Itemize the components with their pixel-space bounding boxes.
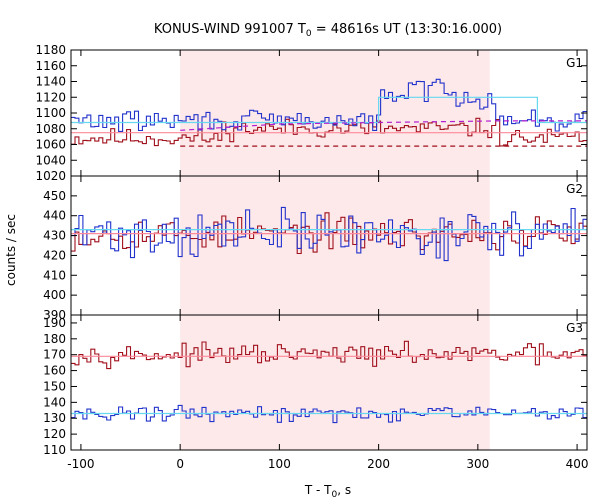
panel-G1-y-tick-label-1160: 1160 xyxy=(35,59,66,73)
panel-G2-y-tick-label-430: 430 xyxy=(43,229,66,243)
panel-G1-series-red xyxy=(71,117,587,147)
panel-G3-y-tick-label-190: 190 xyxy=(43,316,66,330)
panel-G3-y-tick-label-140: 140 xyxy=(43,395,66,409)
highlight-interval-band xyxy=(180,50,490,450)
panel-G2-y-tick-label-400: 400 xyxy=(43,288,66,302)
panel-G2-y-tick-label-450: 450 xyxy=(43,189,66,203)
chart-title-prefix: KONUS-WIND 991007 T xyxy=(154,22,306,37)
x-tick-label-400: 400 xyxy=(566,457,589,471)
panel-G3-series-blue xyxy=(71,404,587,424)
panel-G2-y-tick-label-390: 390 xyxy=(43,308,66,322)
data-layer xyxy=(71,78,587,424)
panel-G1-label: G1 xyxy=(566,56,583,70)
x-tick-label-200: 200 xyxy=(367,457,390,471)
x-axis-label-sub: 0 xyxy=(332,490,338,500)
axes-layer xyxy=(70,49,588,451)
x-axis-label-prefix: T - T xyxy=(304,483,332,497)
panel-G3-y-tick-label-170: 170 xyxy=(43,348,66,362)
panel-G3-series-red xyxy=(71,340,587,370)
panel-G3-y-tick-label-150: 150 xyxy=(43,379,66,393)
panel-G3-frame xyxy=(70,314,588,451)
text-layer: KONUS-WIND 991007 T0 = 48616s UT (13:30:… xyxy=(4,22,589,500)
panel-G2-y-tick-label-410: 410 xyxy=(43,268,66,282)
chart-title: KONUS-WIND 991007 T0 = 48616s UT (13:30:… xyxy=(154,22,502,39)
panel-G2-y-tick-label-420: 420 xyxy=(43,248,66,262)
panel-G3-y-tick-label-180: 180 xyxy=(43,332,66,346)
panel-G1-y-tick-label-1060: 1060 xyxy=(35,138,66,152)
panel-G3-y-tick-label-120: 120 xyxy=(43,427,66,441)
panel-G1-fit-line-2 xyxy=(71,96,587,124)
x-axis-label-suffix: , s xyxy=(337,483,351,497)
panel-G2-y-tick-label-440: 440 xyxy=(43,209,66,223)
panel-G1-fit-line-3 xyxy=(180,120,587,131)
panel-G1-y-tick-label-1020: 1020 xyxy=(35,169,66,183)
panel-G3-y-tick-label-160: 160 xyxy=(43,364,66,378)
x-tick-label--100: -100 xyxy=(67,457,94,471)
x-axis-label: T - T0, s xyxy=(304,483,351,500)
panel-G1-y-tick-label-1120: 1120 xyxy=(35,90,66,104)
x-tick-label-300: 300 xyxy=(466,457,489,471)
panel-G3-y-tick-label-130: 130 xyxy=(43,411,66,425)
x-tick-label-100: 100 xyxy=(268,457,291,471)
panel-G1-y-tick-label-1040: 1040 xyxy=(35,153,66,167)
panel-G3-label: G3 xyxy=(566,321,583,335)
chart-title-suffix: = 48616s UT (13:30:16.000) xyxy=(312,22,502,37)
panel-G1-y-tick-label-1140: 1140 xyxy=(35,75,66,89)
background-layer xyxy=(180,50,490,450)
chart-title-sub: 0 xyxy=(306,29,312,39)
y-axis-label: counts / sec xyxy=(4,214,18,286)
panel-G1-y-tick-label-1180: 1180 xyxy=(35,43,66,57)
panel-G1-y-tick-label-1080: 1080 xyxy=(35,122,66,136)
panel-G2-label: G2 xyxy=(566,182,583,196)
panel-G1-y-tick-label-1100: 1100 xyxy=(35,106,66,120)
panel-G3-y-tick-label-110: 110 xyxy=(43,443,66,457)
x-tick-label-0: 0 xyxy=(176,457,184,471)
